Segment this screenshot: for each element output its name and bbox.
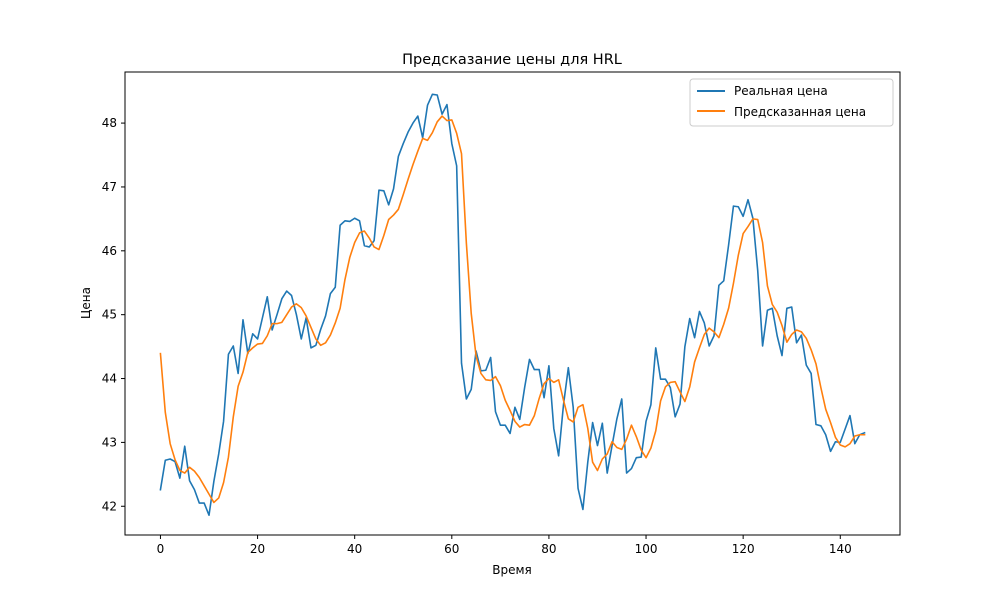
y-tick-label: 42 <box>102 499 117 513</box>
y-axis-title: Цена <box>79 287 93 319</box>
y-tick-label: 46 <box>102 244 117 258</box>
series-line-real <box>159 93 866 517</box>
legend-label-predicted: Предсказанная цена <box>734 105 866 119</box>
y-axis: 42 43 44 45 46 47 48 <box>102 116 125 513</box>
x-tick-label: 60 <box>444 542 459 556</box>
y-tick-label: 43 <box>102 435 117 449</box>
y-tick-label: 44 <box>102 372 117 386</box>
x-axis-title: Время <box>492 563 532 577</box>
x-tick-label: 80 <box>541 542 556 556</box>
legend: Реальная цена Предсказанная цена <box>689 78 894 127</box>
chart-title: Предсказание цены для HRL <box>402 52 622 68</box>
series-layer <box>159 93 866 517</box>
legend-box <box>689 78 894 127</box>
x-tick-label: 20 <box>250 542 265 556</box>
y-tick-label: 45 <box>102 308 117 322</box>
x-axis: 0 20 40 60 80 100 120 140 <box>157 535 852 556</box>
x-tick-label: 140 <box>829 542 852 556</box>
x-tick-label: 100 <box>635 542 658 556</box>
legend-label-real: Реальная цена <box>734 84 828 98</box>
series-line-predicted <box>159 115 866 504</box>
plot-area <box>124 71 901 536</box>
x-tick-label: 0 <box>157 542 165 556</box>
x-tick-label: 120 <box>732 542 755 556</box>
x-tick-label: 40 <box>347 542 362 556</box>
axes-frame <box>124 71 901 536</box>
y-tick-label: 47 <box>102 180 117 194</box>
y-tick-label: 48 <box>102 116 117 130</box>
